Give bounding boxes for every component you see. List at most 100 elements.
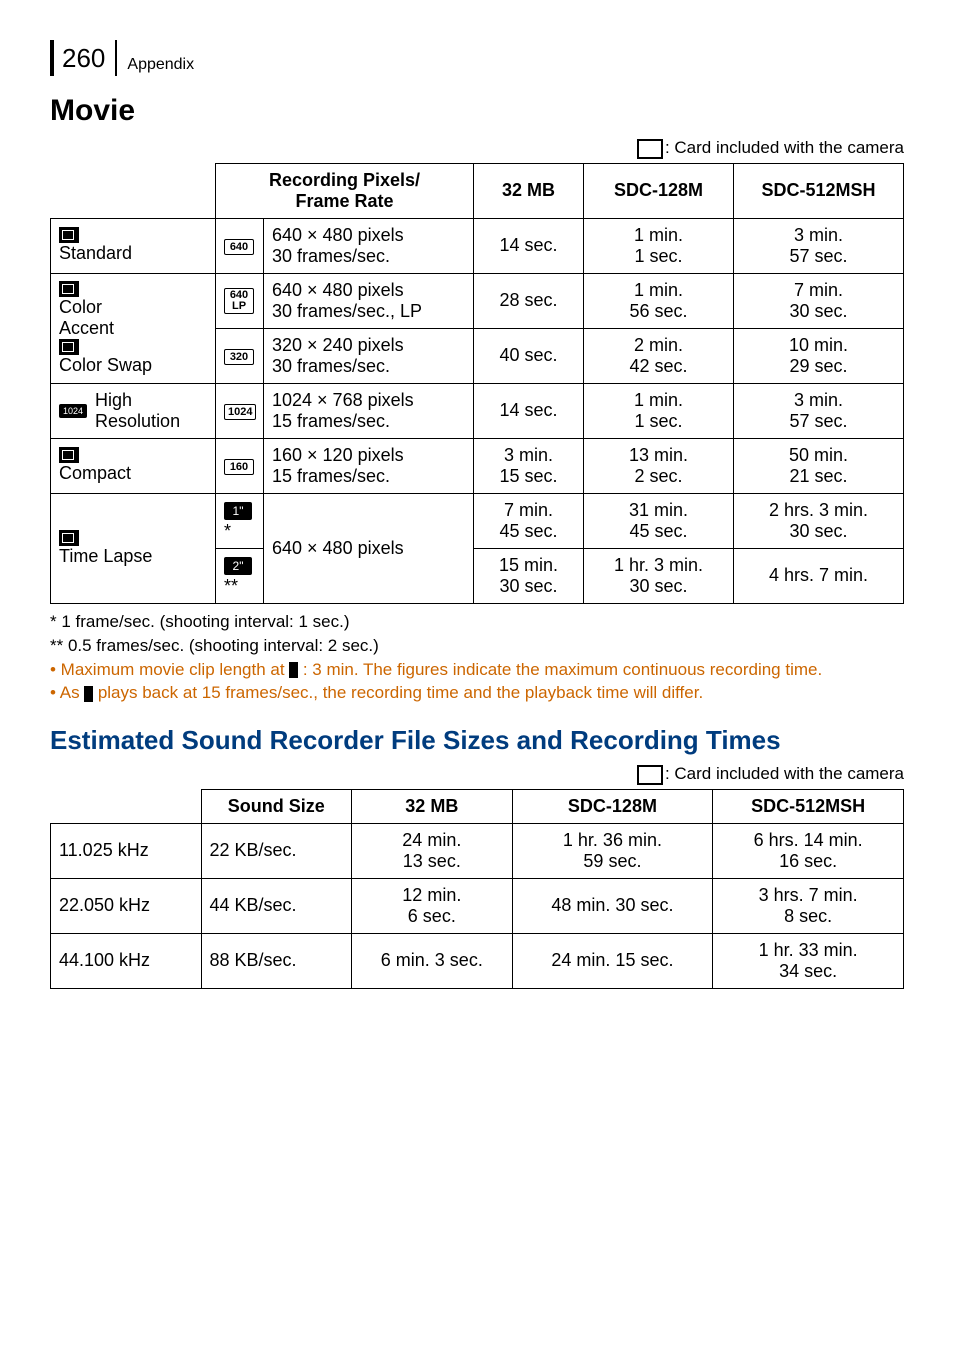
timelapse-small-icon-2 xyxy=(84,686,93,702)
tl-v1a: 7 min. 45 sec. xyxy=(474,493,584,548)
timelapse-mode-icon xyxy=(59,530,79,546)
sound-row-3: 44.100 kHz 88 KB/sec. 6 min. 3 sec. 24 m… xyxy=(51,933,904,988)
timelapse-small-icon xyxy=(289,662,298,678)
legend-text: : Card included with the camera xyxy=(665,138,904,157)
ca-res2: 320 × 240 pixels 30 frames/sec. xyxy=(264,328,474,383)
compact-v1: 3 min. 15 sec. xyxy=(474,438,584,493)
header-32mb: 32 MB xyxy=(474,163,584,218)
tl-sup1: * xyxy=(224,521,231,541)
standard-v3: 3 min. 57 sec. xyxy=(734,218,904,273)
sound-h0 xyxy=(51,789,202,823)
fn-b1b: : 3 min. The figures indicate the maximu… xyxy=(298,660,822,679)
sr2-size: 44 KB/sec. xyxy=(201,878,352,933)
ca-v2b: 2 min. 42 sec. xyxy=(584,328,734,383)
sound-h3: SDC-128M xyxy=(512,789,713,823)
standard-label: Standard xyxy=(59,243,132,263)
standard-res-icon-cell: 640 xyxy=(216,218,264,273)
row-compact: Compact 160 160 × 120 pixels 15 frames/s… xyxy=(51,438,904,493)
tl-icon2-cell: 2"** xyxy=(216,548,264,603)
sound-row-1: 11.025 kHz 22 KB/sec. 24 min. 13 sec. 1 … xyxy=(51,823,904,878)
ca-res2-icon-cell: 320 xyxy=(216,328,264,383)
sr2-v3: 3 hrs. 7 min. 8 sec. xyxy=(713,878,904,933)
table-header-row: Recording Pixels/ Frame Rate 32 MB SDC-1… xyxy=(51,163,904,218)
sr2-v1: 12 min. 6 sec. xyxy=(352,878,513,933)
ca-res1-icon-cell: 640 LP xyxy=(216,273,264,328)
res-160-icon: 160 xyxy=(224,459,254,475)
standard-mode-icon xyxy=(59,227,79,243)
compact-v2: 13 min. 2 sec. xyxy=(584,438,734,493)
standard-v2: 1 min. 1 sec. xyxy=(584,218,734,273)
sr2-v2: 48 min. 30 sec. xyxy=(512,878,713,933)
legend-text-2: : Card included with the camera xyxy=(665,764,904,783)
card-icon xyxy=(637,139,663,159)
sound-header-row: Sound Size 32 MB SDC-128M SDC-512MSH xyxy=(51,789,904,823)
res-640lp-icon: 640 LP xyxy=(224,288,254,314)
sr3-size: 88 KB/sec. xyxy=(201,933,352,988)
sound-title: Estimated Sound Recorder File Sizes and … xyxy=(50,725,904,756)
color-label: Color xyxy=(59,297,102,317)
res-1024-icon: 1024 xyxy=(224,404,256,420)
color-mode-icon xyxy=(59,281,79,297)
fn-b1a: • Maximum movie clip length at xyxy=(50,660,289,679)
colorswap-mode-icon xyxy=(59,339,79,355)
sr3-v3: 1 hr. 33 min. 34 sec. xyxy=(713,933,904,988)
footnote-2: ** 0.5 frames/sec. (shooting interval: 2… xyxy=(50,634,904,658)
color-accent-label-cell: Color Accent Color Swap xyxy=(51,273,216,383)
sound-table: Sound Size 32 MB SDC-128M SDC-512MSH 11.… xyxy=(50,789,904,989)
sr1-v1: 24 min. 13 sec. xyxy=(352,823,513,878)
res-640-icon: 640 xyxy=(224,239,254,255)
movie-table: Recording Pixels/ Frame Rate 32 MB SDC-1… xyxy=(50,163,904,604)
res-320-icon: 320 xyxy=(224,349,254,365)
interval-1s-icon: 1" xyxy=(224,502,252,520)
ca-res1: 640 × 480 pixels 30 frames/sec., LP xyxy=(264,273,474,328)
sound-h2: 32 MB xyxy=(352,789,513,823)
tl-sup2: ** xyxy=(224,576,238,596)
ca-v3b: 10 min. 29 sec. xyxy=(734,328,904,383)
highres-label: High Resolution xyxy=(95,390,180,432)
footnote-bullet-1: • Maximum movie clip length at : 3 min. … xyxy=(50,658,904,682)
fn-b2a: • As xyxy=(50,683,84,702)
movie-footnotes: * 1 frame/sec. (shooting interval: 1 sec… xyxy=(50,610,904,705)
sound-h4: SDC-512MSH xyxy=(713,789,904,823)
card-icon-2 xyxy=(637,765,663,785)
tl-v3a: 2 hrs. 3 min. 30 sec. xyxy=(734,493,904,548)
timelapse-label-cell: Time Lapse xyxy=(51,493,216,603)
page-section-label: Appendix xyxy=(117,56,194,76)
tl-v2b: 1 hr. 3 min. 30 sec. xyxy=(584,548,734,603)
sr1-v2: 1 hr. 36 min. 59 sec. xyxy=(512,823,713,878)
compact-res: 160 × 120 pixels 15 frames/sec. xyxy=(264,438,474,493)
row-standard: Standard 640 640 × 480 pixels 30 frames/… xyxy=(51,218,904,273)
movie-title: Movie xyxy=(50,94,904,128)
highres-v3: 3 min. 57 sec. xyxy=(734,383,904,438)
header-sdc128: SDC-128M xyxy=(584,163,734,218)
highres-res-icon-cell: 1024 xyxy=(216,383,264,438)
highres-v2: 1 min. 1 sec. xyxy=(584,383,734,438)
sr2-khz: 22.050 kHz xyxy=(51,878,202,933)
highres-mode-icon: 1024 xyxy=(59,404,87,418)
compact-v3: 50 min. 21 sec. xyxy=(734,438,904,493)
highres-label-cell: 1024 High Resolution xyxy=(51,383,216,438)
header-sdc512: SDC-512MSH xyxy=(734,163,904,218)
sr1-khz: 11.025 kHz xyxy=(51,823,202,878)
footnote-bullet-2: • As plays back at 15 frames/sec., the r… xyxy=(50,681,904,705)
tl-v1b: 15 min. 30 sec. xyxy=(474,548,584,603)
page-header: 260 Appendix xyxy=(50,40,904,76)
timelapse-label: Time Lapse xyxy=(59,546,152,566)
tl-icon1-cell: 1"* xyxy=(216,493,264,548)
interval-2s-icon: 2" xyxy=(224,557,252,575)
sound-legend: : Card included with the camera xyxy=(50,764,904,785)
accent-label: Accent xyxy=(59,318,114,338)
compact-mode-icon xyxy=(59,447,79,463)
movie-legend: : Card included with the camera xyxy=(50,138,904,159)
header-blank xyxy=(51,163,216,218)
colorswap-label: Color Swap xyxy=(59,355,152,375)
ca-v1a: 28 sec. xyxy=(474,273,584,328)
compact-label-cell: Compact xyxy=(51,438,216,493)
page-number: 260 xyxy=(54,40,117,76)
sound-row-2: 22.050 kHz 44 KB/sec. 12 min. 6 sec. 48 … xyxy=(51,878,904,933)
header-rec: Recording Pixels/ Frame Rate xyxy=(216,163,474,218)
tl-v2a: 31 min. 45 sec. xyxy=(584,493,734,548)
ca-v3a: 7 min. 30 sec. xyxy=(734,273,904,328)
ca-v2a: 1 min. 56 sec. xyxy=(584,273,734,328)
sr1-v3: 6 hrs. 14 min. 16 sec. xyxy=(713,823,904,878)
